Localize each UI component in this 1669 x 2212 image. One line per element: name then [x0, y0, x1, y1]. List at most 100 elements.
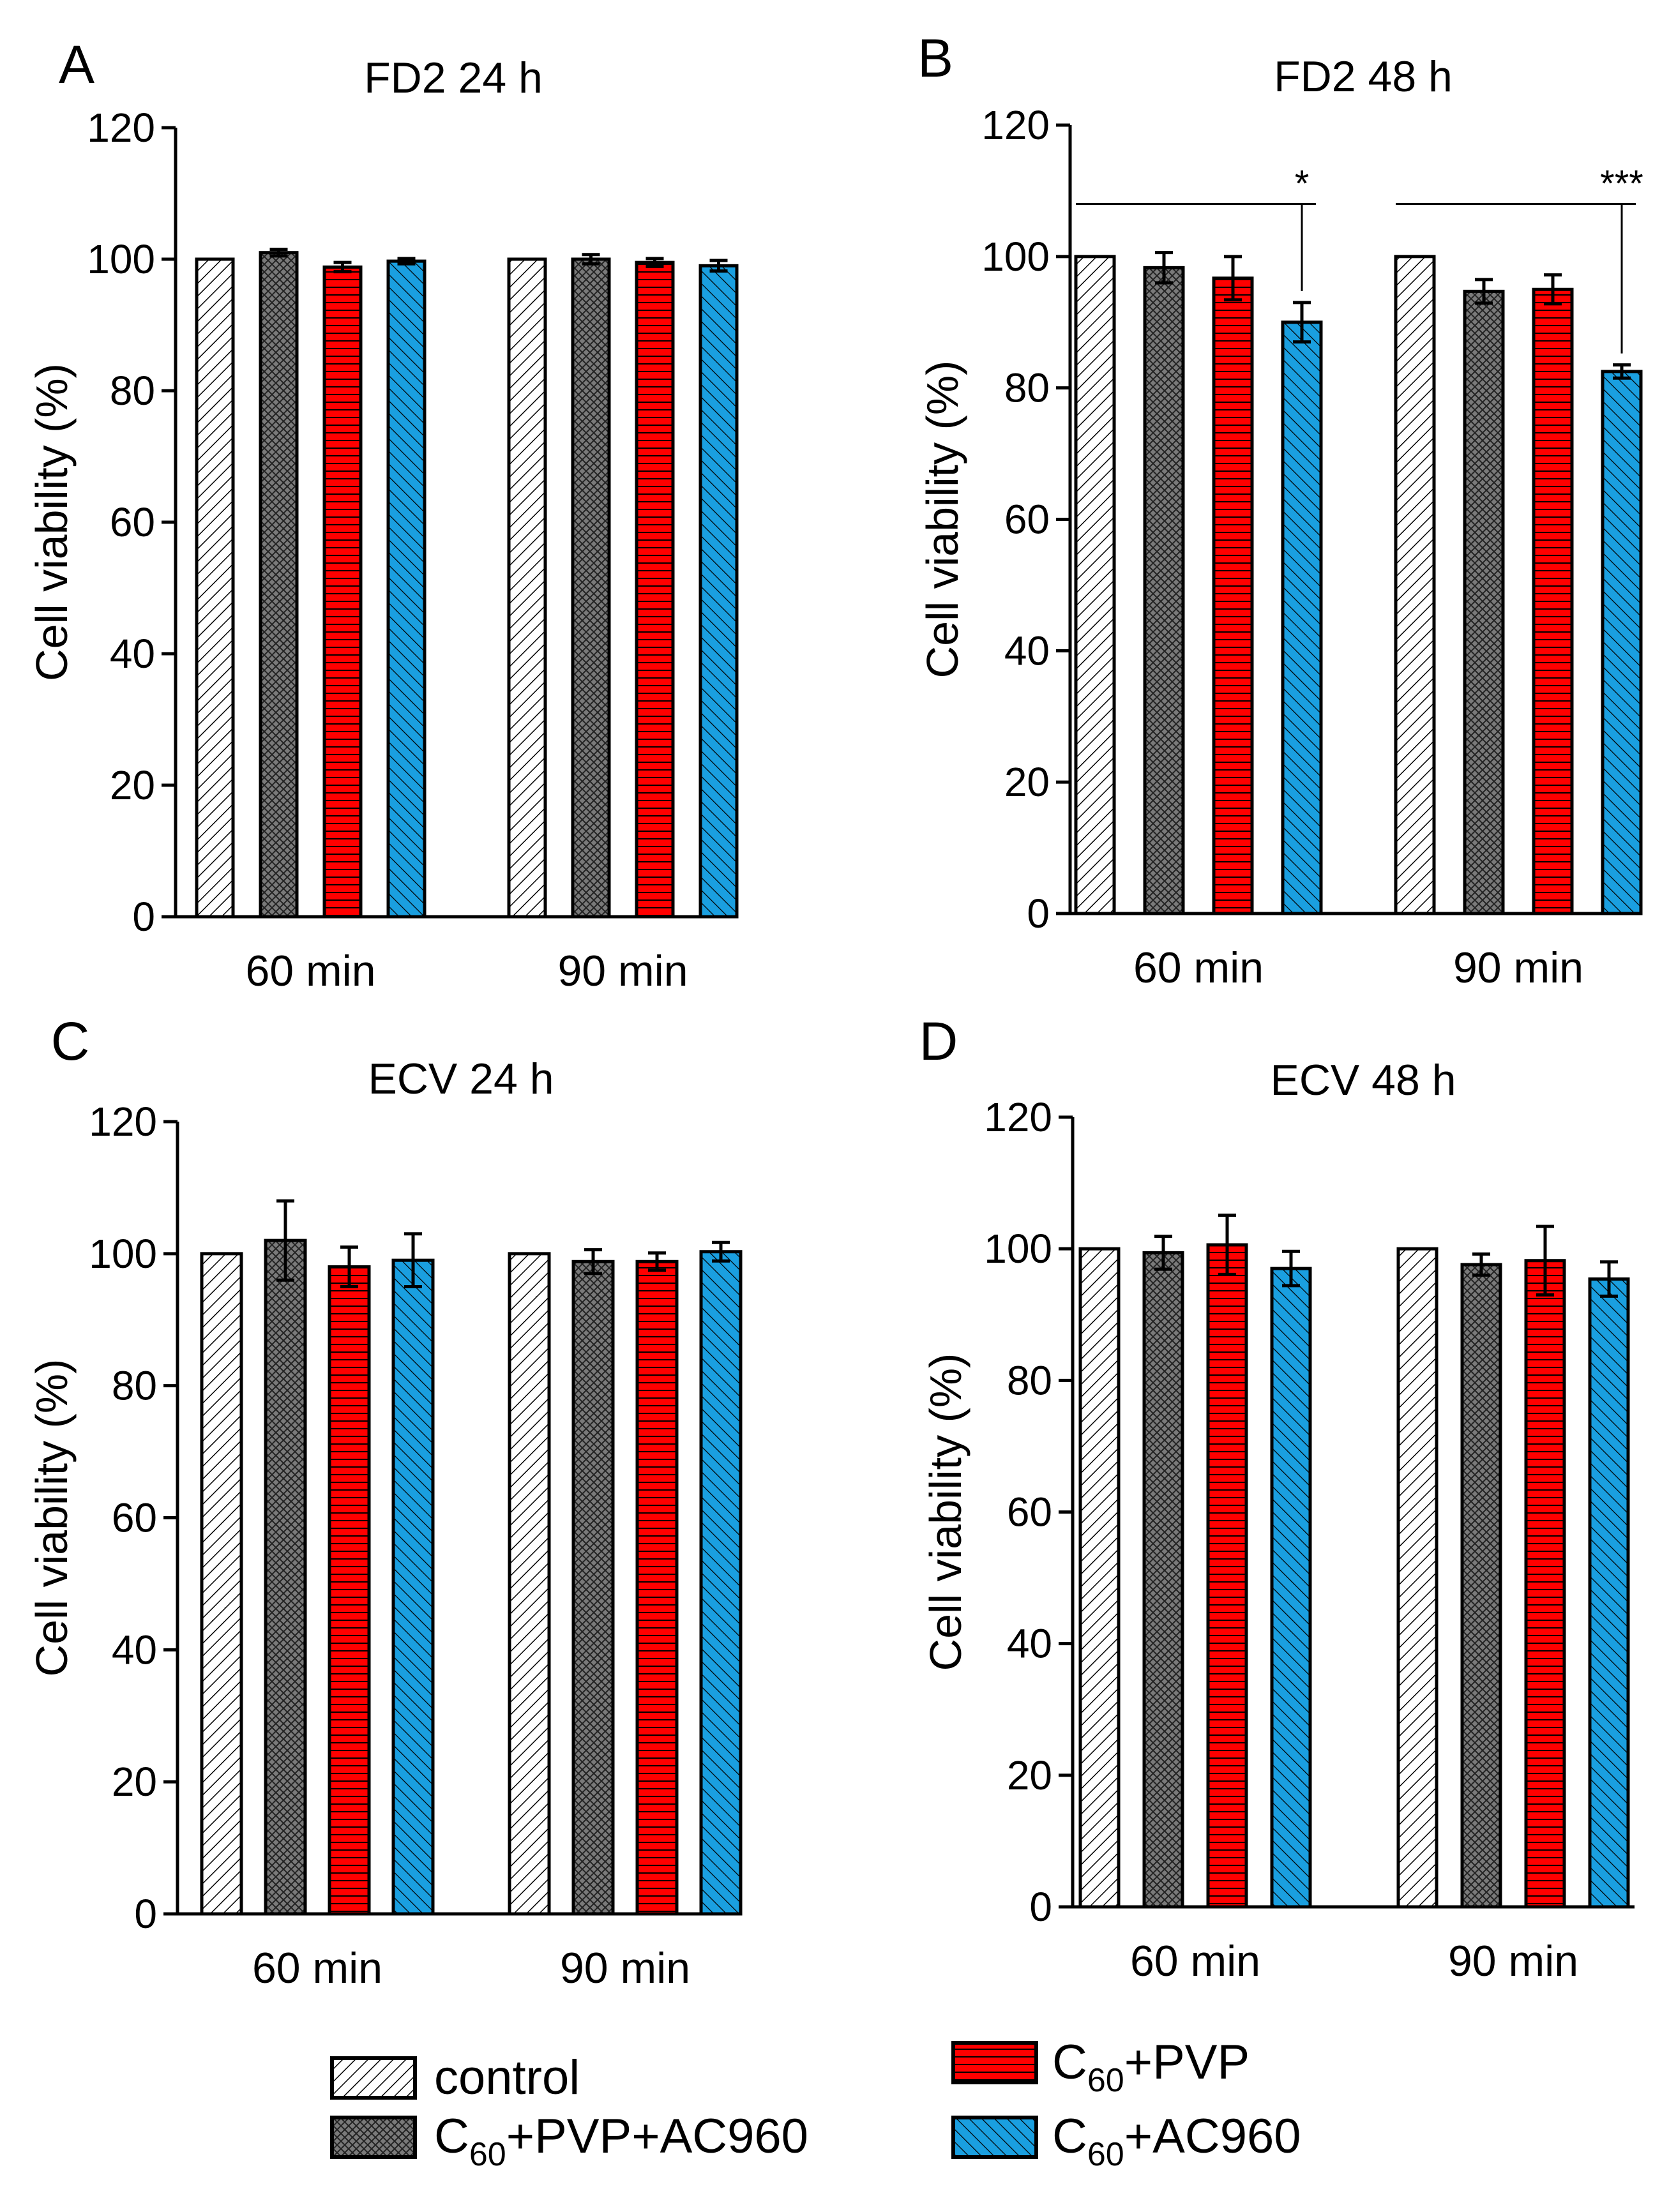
bar-c60-ac960 — [391, 1258, 435, 1916]
bar-c60-pvp — [635, 1260, 679, 1916]
significance-label: *** — [1600, 163, 1643, 205]
bar-control — [1078, 1247, 1121, 1909]
bar-c60-pvp-ac960 — [259, 251, 299, 919]
bar-control — [195, 257, 235, 919]
y-tick-label: 20 — [112, 1759, 157, 1805]
bar-c60-pvp — [1212, 276, 1254, 915]
legend-entry-control: control — [330, 2050, 580, 2105]
bar-c60-pvp-ac960 — [571, 257, 611, 919]
bar-c60-ac960 — [386, 259, 427, 919]
bar-c60-pvp — [322, 265, 363, 919]
y-tick-label: 80 — [1007, 1357, 1052, 1403]
panel-letter: C — [51, 1011, 90, 1071]
bar-control — [508, 1252, 551, 1916]
chart-panel-b: B FD2 48 h Cell viability (%) 0 20 40 60 80 100 1… — [918, 28, 1643, 992]
y-tick-label: 80 — [112, 1363, 157, 1409]
panel-title: ECV 24 h — [368, 1055, 554, 1103]
y-tick-label: 0 — [132, 894, 155, 940]
y-tick-label: 120 — [984, 1094, 1052, 1140]
legend-entry-c60-pvp: C60+PVP — [951, 2035, 1250, 2099]
y-tick-label: 60 — [1007, 1489, 1052, 1535]
y-tick-label: 20 — [110, 762, 155, 808]
y-axis-label: Cell viability (%) — [921, 1353, 970, 1671]
bar-c60-pvp — [635, 260, 675, 919]
bar-control — [507, 257, 547, 919]
x-category-label: 90 min — [1448, 1937, 1578, 1985]
y-tick-label: 40 — [110, 631, 155, 677]
y-tick-label: 0 — [134, 1891, 157, 1937]
bar-c60-ac960 — [1281, 320, 1323, 915]
bar-c60-ac960 — [699, 1250, 743, 1916]
y-tick-label: 100 — [984, 1226, 1052, 1272]
bar-c60-pvp-ac960 — [264, 1238, 307, 1916]
chart-panel-a: A FD2 24 h Cell viability (%) 0 20 40 60 80 100 1… — [27, 34, 739, 995]
y-tick-label: 40 — [1004, 628, 1050, 673]
panel-letter: D — [919, 1011, 958, 1071]
y-tick-label: 120 — [89, 1099, 157, 1145]
x-category-label: 90 min — [560, 1944, 690, 1992]
significance-label: * — [1295, 163, 1310, 205]
panel-title: FD2 24 h — [364, 54, 543, 102]
bar-c60-ac960 — [1588, 1277, 1630, 1909]
bar-c60-ac960 — [1270, 1267, 1312, 1909]
panel-title: FD2 48 h — [1274, 52, 1453, 101]
y-tick-label: 60 — [112, 1495, 157, 1541]
chart-panel-c: C ECV 24 h Cell viability (%) 0 20 40 60 80 100 1… — [27, 1011, 743, 1992]
y-tick-label: 80 — [110, 368, 155, 414]
y-tick-label: 20 — [1004, 759, 1050, 805]
legend-label-c60-pvp-ac960: C60+PVP+AC960 — [434, 2109, 808, 2173]
bar-c60-pvp-ac960 — [1142, 1251, 1184, 1909]
x-category-label: 60 min — [245, 947, 375, 995]
bar-control — [1396, 1247, 1439, 1909]
x-category-label: 60 min — [252, 1944, 382, 1992]
legend: control C60+PVP+AC960 C60+PVP C60+AC960 — [330, 2035, 1301, 2173]
legend-swatch-c60-ac960 — [951, 2116, 1038, 2159]
bar-c60-ac960 — [1601, 370, 1643, 915]
bar-c60-pvp-ac960 — [1460, 1263, 1502, 1909]
bar-c60-pvp-ac960 — [571, 1260, 615, 1916]
bar-c60-ac960 — [699, 264, 739, 919]
y-tick-label: 100 — [89, 1231, 157, 1277]
bar-control — [1394, 255, 1436, 915]
bar-control — [200, 1252, 243, 1916]
legend-swatch-c60-pvp-ac960 — [330, 2116, 417, 2159]
bar-c60-pvp — [1524, 1259, 1566, 1909]
legend-entry-c60-ac960: C60+AC960 — [951, 2109, 1301, 2173]
legend-label-c60-ac960: C60+AC960 — [1052, 2109, 1301, 2173]
y-tick-label: 0 — [1027, 891, 1050, 937]
legend-label-c60-pvp: C60+PVP — [1052, 2035, 1250, 2099]
bar-control — [1074, 255, 1116, 915]
legend-swatch-c60-pvp — [951, 2041, 1038, 2084]
bar-c60-pvp-ac960 — [1143, 266, 1185, 915]
bar-c60-pvp-ac960 — [1463, 289, 1505, 915]
y-tick-label: 60 — [1004, 497, 1050, 543]
y-tick-label: 40 — [112, 1627, 157, 1673]
y-tick-label: 120 — [981, 102, 1050, 148]
legend-label-control: control — [434, 2050, 580, 2105]
panel-letter: A — [59, 34, 94, 94]
y-tick-label: 0 — [1029, 1884, 1052, 1930]
y-axis-label: Cell viability (%) — [27, 363, 77, 681]
y-tick-label: 20 — [1007, 1752, 1052, 1798]
legend-entry-c60-pvp-ac960: C60+PVP+AC960 — [330, 2109, 808, 2173]
x-category-label: 90 min — [1453, 944, 1583, 992]
y-axis-label: Cell viability (%) — [918, 361, 967, 679]
bar-c60-pvp — [328, 1265, 371, 1916]
chart-panel-d: D ECV 48 h Cell viability (%) 0 20 40 60 80 100 1… — [919, 1011, 1635, 1985]
y-tick-label: 40 — [1007, 1621, 1052, 1667]
x-category-label: 60 min — [1133, 944, 1264, 992]
y-tick-label: 60 — [110, 499, 155, 545]
x-category-label: 60 min — [1130, 1937, 1260, 1985]
y-tick-label: 80 — [1004, 365, 1050, 411]
bar-c60-pvp — [1206, 1243, 1248, 1909]
y-axis-label: Cell viability (%) — [27, 1359, 77, 1677]
bar-c60-pvp — [1532, 287, 1574, 915]
x-category-label: 90 min — [557, 947, 688, 995]
legend-swatch-control — [330, 2056, 417, 2100]
y-tick-label: 100 — [87, 236, 155, 282]
panel-title: ECV 48 h — [1270, 1056, 1456, 1104]
y-tick-label: 100 — [981, 234, 1050, 280]
y-tick-label: 120 — [87, 105, 155, 151]
panel-letter: B — [918, 28, 953, 88]
